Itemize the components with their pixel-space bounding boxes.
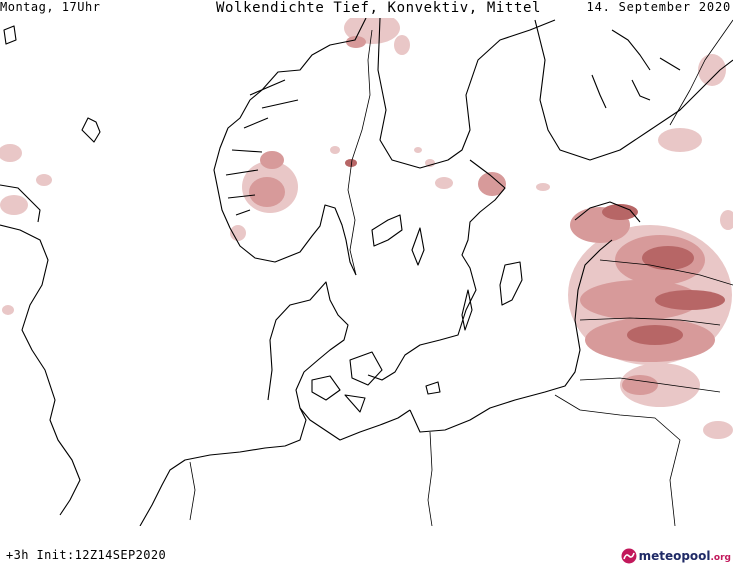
coastline-germany-poland — [409, 239, 613, 433]
coastline-netherlands — [139, 407, 307, 526]
cloud-patch — [346, 36, 366, 48]
cloud-patch — [620, 363, 700, 407]
island-bornholm — [425, 381, 441, 395]
cloud-patch — [36, 174, 52, 186]
coastline-sweden — [377, 18, 556, 169]
coastline-fjords — [225, 79, 299, 216]
border-norway-sweden — [347, 29, 373, 276]
weather-map — [0, 18, 733, 526]
cloud-patch — [703, 421, 733, 439]
cloud-patch — [0, 195, 28, 215]
cloud-patch — [394, 35, 410, 55]
coastline-baltic-states — [574, 201, 641, 223]
coastline-finland — [534, 19, 733, 161]
cloud-patch — [580, 280, 700, 320]
cloud-patch — [230, 225, 246, 241]
coastline-denmark — [267, 281, 411, 441]
border-netherlands-germany — [189, 461, 196, 521]
chart-footer: +3h Init:12Z14SEP2020 meteopool.org — [0, 545, 733, 566]
coastline-danish-islands — [311, 351, 383, 413]
brand-tld: .org — [710, 552, 731, 563]
coastline-finland-lakes — [591, 29, 681, 109]
cloud-patch — [345, 159, 357, 167]
cloud-patch — [414, 147, 422, 153]
forecast-date-label: 14. September 2020 — [586, 0, 731, 14]
cloud-patch — [330, 146, 340, 154]
cloud-cover-layer — [0, 18, 733, 439]
chart-header: Montag, 17Uhr Wolkendichte Tief, Konvekt… — [0, 0, 733, 18]
cloud-patch — [698, 54, 726, 86]
border-baltic-states — [579, 259, 733, 393]
coastline-uk-north — [0, 184, 41, 223]
coastline-layer — [0, 18, 733, 526]
cloud-patch — [2, 305, 14, 315]
brand-link[interactable]: meteopool.org — [621, 545, 731, 566]
brand-name-text: meteopool — [638, 548, 711, 563]
cloud-patch — [602, 204, 638, 220]
lake-vanern — [371, 214, 403, 247]
cloud-patch — [720, 210, 733, 230]
cloud-patch — [642, 246, 694, 270]
brand-name: meteopool.org — [639, 549, 731, 563]
coastline-uk — [0, 224, 81, 516]
island-oland — [461, 289, 473, 331]
border-germany-poland — [427, 394, 681, 526]
cloud-patch — [0, 144, 22, 162]
lake-vattern — [411, 227, 425, 266]
model-run-label: +3h Init:12Z14SEP2020 — [6, 548, 167, 562]
coastline-sweden-east — [367, 159, 506, 381]
island-small — [3, 25, 17, 45]
cloud-patch — [435, 177, 453, 189]
cloud-patch — [478, 172, 506, 196]
cloud-patch — [655, 290, 725, 310]
forecast-day-label: Montag, 17Uhr — [0, 0, 101, 14]
island-gotland — [499, 261, 523, 306]
map-title: Wolkendichte Tief, Konvektiv, Mittel — [216, 0, 542, 16]
cloud-patch — [249, 177, 285, 207]
cloud-patch — [260, 151, 284, 169]
coastline-norway — [213, 18, 367, 276]
cloud-patch — [536, 183, 550, 191]
island-shetland — [81, 117, 101, 143]
border-russia-finland — [669, 19, 733, 126]
cloud-patch — [658, 128, 702, 152]
cloud-patch — [622, 375, 658, 395]
cloud-patch — [627, 325, 683, 345]
meteopool-logo-icon — [621, 548, 637, 563]
